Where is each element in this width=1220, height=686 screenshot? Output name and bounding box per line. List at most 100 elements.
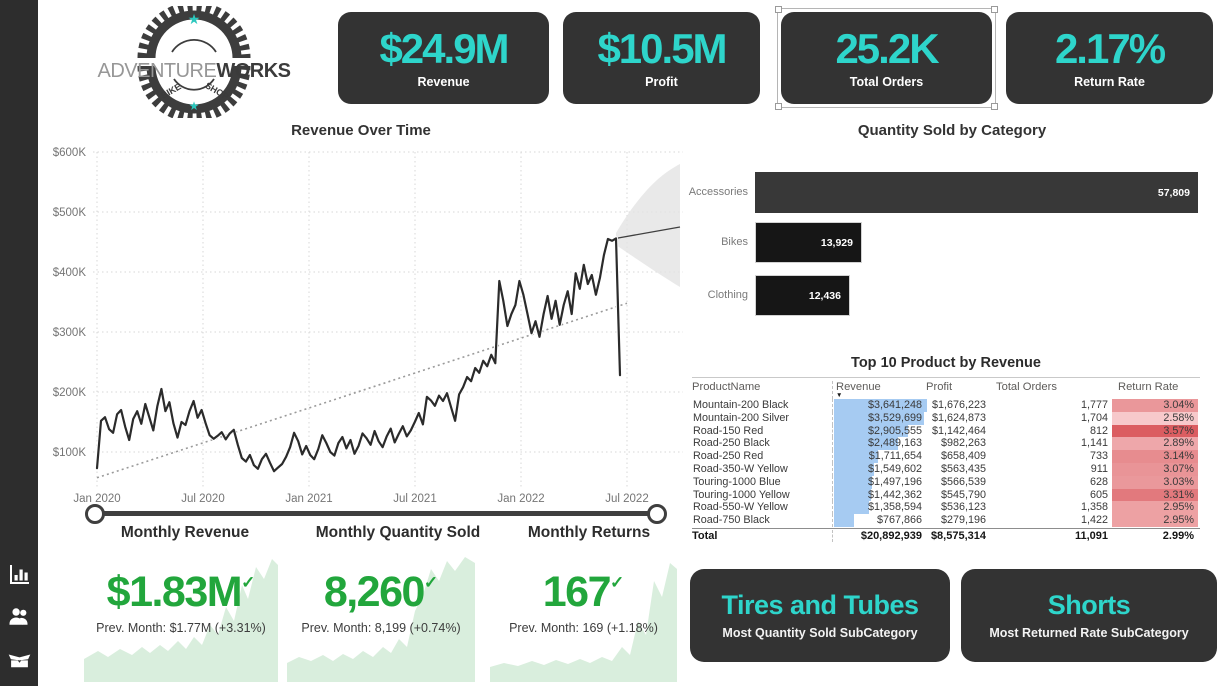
svg-text:Jul 2021: Jul 2021	[393, 493, 436, 505]
cell-total-orders: 628	[1089, 475, 1108, 488]
cell-return-rate: 3.57%	[1112, 424, 1198, 438]
table-row[interactable]: Touring-1000 Yellow $1,442,362 $545,790 605…	[692, 488, 1200, 502]
revenue-data-bar	[834, 411, 925, 425]
sidebar-nav	[0, 562, 38, 672]
cell-profit: $982,263	[940, 437, 986, 450]
table-row[interactable]: Road-250 Red $1,711,654 $658,409 733 3.14%	[692, 450, 1200, 463]
sparkline-area	[287, 557, 475, 682]
cell-profit: $536,123	[940, 501, 986, 514]
cell-return-rate: 2.95%	[1112, 501, 1198, 515]
sort-desc-icon: ▼	[836, 392, 843, 399]
most-returned-subcategory-card[interactable]: Shorts Most Returned Rate SubCategory	[961, 569, 1217, 662]
cell-revenue: $1,549,602	[832, 462, 926, 476]
cell-profit: $1,676,223	[931, 399, 986, 411]
svg-text:Jul 2020: Jul 2020	[181, 493, 224, 505]
sparkline-area	[490, 563, 677, 682]
column-header-productname[interactable]: ProductName	[692, 381, 761, 393]
bar-value-label: 12,436	[808, 289, 841, 302]
cell-revenue: $1,358,594	[832, 501, 926, 515]
revenue-data-bar	[834, 501, 869, 515]
column-header-return-rate[interactable]: Return Rate	[1118, 381, 1179, 393]
cell-revenue: $3,641,248	[832, 399, 927, 412]
cell-revenue: $767,866	[832, 514, 926, 527]
cell-product-name: Road-750 Black	[693, 514, 770, 527]
cell-total-orders: 1,422	[1080, 514, 1108, 527]
bar-clothing[interactable]: 12,436	[755, 275, 850, 316]
svg-text:$100K: $100K	[53, 447, 87, 459]
quantity-by-category-chart[interactable]: Accessories 57,809 Bikes 13,929 Clothing 12,4…	[680, 150, 1202, 325]
sidebar-item-customers[interactable]	[5, 604, 33, 630]
gear-graphic	[137, 1, 251, 123]
most-quantity-subcategory-card[interactable]: Tires and Tubes Most Quantity Sold SubCa…	[690, 569, 950, 662]
table-row[interactable]: Road-350-W Yellow $1,549,602 $563,435 911 3.…	[692, 462, 1200, 476]
cell-total-orders: 1,777	[1080, 399, 1108, 411]
kpi-card-revenue[interactable]: $24.9M Revenue	[338, 12, 549, 104]
table-row[interactable]: Road-250 Black $2,489,163 $982,263 1,141 2.8…	[692, 437, 1200, 451]
kpi-card-total-orders[interactable]: 25.2K Total Orders	[781, 12, 992, 104]
monthly-quantity-card[interactable]: 8,260✓ Prev. Month: 8,199 (+0.74%)	[287, 551, 475, 682]
time-slider-handle-start[interactable]	[85, 504, 105, 524]
table-row[interactable]: Mountain-200 Black $3,641,248 $1,676,223 1,…	[692, 399, 1200, 412]
cell-return-rate: 3.31%	[1112, 488, 1198, 502]
bar-accessories[interactable]: 57,809	[755, 172, 1198, 213]
svg-text:ADVENTUREWORKS: ADVENTUREWORKS	[97, 60, 290, 82]
svg-text:$600K: $600K	[53, 147, 87, 159]
revenue-over-time-chart[interactable]: $600K $500K $400K $300K $200K $100K Jan 2020 Ju…	[45, 145, 685, 505]
monthly-revenue-card[interactable]: $1.83M✓ Prev. Month: $1.77M (+3.31%)	[84, 551, 278, 682]
cell-product-name: Road-250 Red	[693, 450, 764, 463]
people-icon	[9, 608, 27, 625]
cell-total-orders: 605	[1089, 488, 1108, 501]
logo-star-top: ★	[188, 11, 201, 27]
svg-text:Jan 2020: Jan 2020	[73, 493, 120, 505]
column-header-profit[interactable]: Profit	[926, 381, 953, 393]
subcategory-label: Most Quantity Sold SubCategory	[722, 625, 918, 640]
table-body: Mountain-200 Black $3,641,248 $1,676,223 1,…	[692, 399, 1200, 527]
table-header[interactable]: ProductName Revenue ▼ Profit Total Orders…	[692, 377, 1200, 399]
cell-total-orders: 1,704	[1080, 411, 1108, 424]
column-header-total-orders[interactable]: Total Orders	[996, 381, 1057, 393]
cell-total-orders: 911	[1090, 462, 1108, 475]
sidebar-item-products[interactable]	[5, 646, 33, 672]
cell-revenue: $3,529,699	[832, 411, 926, 425]
cell-return-rate: 2.95%	[1112, 514, 1198, 527]
cell-return-rate: 2.89%	[1112, 437, 1198, 451]
total-label: Total	[692, 530, 718, 543]
time-slider-handle-end[interactable]	[647, 504, 667, 524]
table-row[interactable]: Road-550-W Yellow $1,358,594 $536,123 1,358…	[692, 501, 1200, 515]
category-chart-title: Quantity Sold by Category	[857, 122, 1047, 139]
adventureworks-logo: ★ ★ ADVENTUREWORKS BIKE SHOP	[92, 1, 297, 123]
table-row[interactable]: Road-150 Red $2,905,555 $1,142,464 812 3.57%	[692, 424, 1200, 438]
svg-text:$300K: $300K	[53, 327, 87, 339]
logo-star-bottom: ★	[189, 99, 200, 113]
cell-profit: $658,409	[940, 450, 986, 463]
kpi-value: $24.9M	[379, 24, 509, 72]
revenue-data-bar	[834, 462, 874, 476]
kpi-card-return-rate[interactable]: 2.17% Return Rate	[1006, 12, 1213, 104]
check-icon: ✓	[423, 573, 439, 592]
cell-product-name: Road-250 Black	[693, 437, 770, 450]
column-header-revenue[interactable]: Revenue ▼	[832, 381, 926, 399]
subcategory-value: Tires and Tubes	[721, 589, 919, 620]
table-row[interactable]: Touring-1000 Blue $1,497,196 $566,539 628 3.…	[692, 475, 1200, 489]
table-row[interactable]: Road-750 Black $767,866 $279,196 1,422 2.95%	[692, 514, 1200, 527]
cell-return-rate: 2.58%	[1112, 411, 1198, 425]
bar-chart-icon	[10, 565, 29, 584]
svg-text:$400K: $400K	[53, 267, 87, 279]
total-return-rate: 2.99%	[1162, 530, 1194, 543]
total-profit: $8,575,314	[930, 530, 986, 543]
table-row[interactable]: Mountain-200 Silver $3,529,699 $1,624,873 1…	[692, 411, 1200, 425]
time-slider-track[interactable]	[95, 511, 657, 516]
kpi-label: Return Rate	[1074, 74, 1145, 89]
sidebar-item-report[interactable]	[5, 562, 33, 588]
total-revenue: $20,892,939	[832, 530, 926, 543]
cell-profit: $279,196	[940, 514, 986, 527]
cell-profit: $566,539	[940, 475, 986, 488]
cell-revenue: $2,489,163	[832, 437, 926, 451]
monthly-returns-title: Monthly Returns	[527, 524, 651, 541]
revenue-data-bar	[834, 450, 878, 463]
bar-bikes[interactable]: 13,929	[755, 222, 862, 263]
kpi-label: Revenue	[417, 74, 470, 89]
kpi-card-profit[interactable]: $10.5M Profit	[563, 12, 760, 104]
subcategory-label: Most Returned Rate SubCategory	[989, 625, 1189, 640]
monthly-returns-card[interactable]: 167✓ Prev. Month: 169 (+1.18%)	[490, 551, 677, 682]
